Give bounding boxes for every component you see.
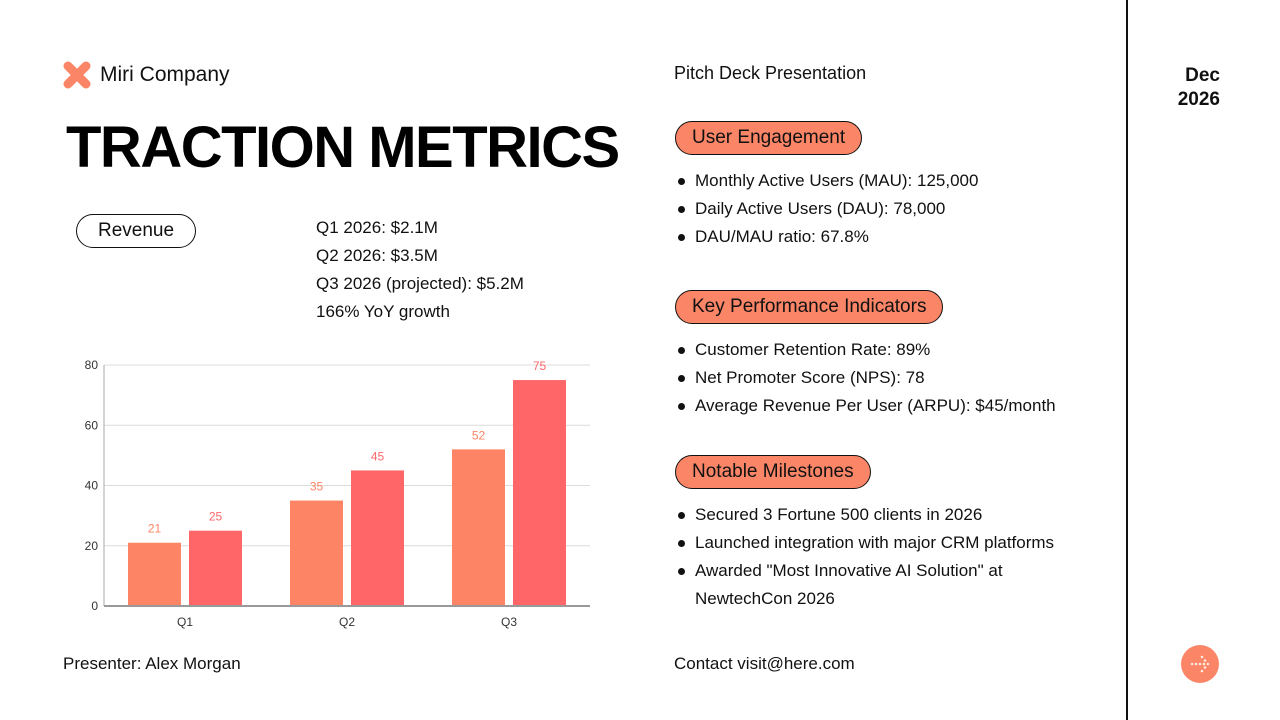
bar bbox=[128, 542, 181, 606]
brand-logo: Miri Company bbox=[62, 60, 230, 90]
bar bbox=[513, 380, 566, 606]
list-item: Average Revenue Per User (ARPU): $45/mon… bbox=[676, 392, 1056, 420]
slide-title: TRACTION METRICS bbox=[66, 115, 620, 180]
date-month: Dec bbox=[1185, 65, 1220, 86]
slide-date: Dec 2026 bbox=[1150, 64, 1220, 112]
x-tick-label: Q2 bbox=[339, 615, 355, 629]
bar-value-label: 35 bbox=[310, 480, 324, 494]
x-tick-label: Q3 bbox=[501, 615, 517, 629]
contact-info: Contact visit@here.com bbox=[674, 654, 855, 673]
revenue-item: Q3 2026 (projected): $5.2M bbox=[316, 274, 524, 293]
company-name: Miri Company bbox=[100, 63, 230, 86]
revenue-item: 166% YoY growth bbox=[316, 302, 450, 321]
x-cross-logo-icon bbox=[63, 61, 91, 89]
deck-subtitle: Pitch Deck Presentation bbox=[674, 63, 867, 83]
revenue-bar-chart: 0 20 40 60 80 21 25 Q1 35 45 Q2 52 75 Q3 bbox=[85, 358, 590, 629]
revenue-label: Revenue bbox=[76, 214, 196, 248]
revenue-item: Q1 2026: $2.1M bbox=[316, 218, 438, 237]
revenue-item: Q2 2026: $3.5M bbox=[316, 246, 438, 265]
next-slide-button[interactable] bbox=[1181, 645, 1219, 683]
list-item: Net Promoter Score (NPS): 78 bbox=[676, 364, 1056, 392]
date-year: 2026 bbox=[1177, 89, 1220, 110]
user-engagement-list: Monthly Active Users (MAU): 125,000 Dail… bbox=[676, 167, 978, 251]
section-pill-kpi: Key Performance Indicators bbox=[675, 290, 944, 324]
y-tick-label: 60 bbox=[85, 418, 99, 432]
bar bbox=[452, 449, 505, 606]
presenter-name: Presenter: Alex Morgan bbox=[63, 654, 241, 673]
x-tick-label: Q1 bbox=[177, 615, 193, 629]
section-pill-user-engagement: User Engagement bbox=[675, 121, 863, 155]
bar-value-label: 75 bbox=[533, 359, 547, 373]
list-item: Awarded "Most Innovative AI Solution" at… bbox=[676, 557, 1055, 613]
divider-line bbox=[1126, 0, 1128, 720]
kpi-list: Customer Retention Rate: 89% Net Promote… bbox=[676, 336, 1056, 420]
bar bbox=[290, 500, 343, 606]
list-item: Customer Retention Rate: 89% bbox=[676, 336, 1056, 364]
bar-value-label: 21 bbox=[148, 522, 162, 536]
list-item: Secured 3 Fortune 500 clients in 2026 bbox=[676, 501, 1096, 529]
bar-value-label: 45 bbox=[371, 449, 385, 463]
list-item: Daily Active Users (DAU): 78,000 bbox=[676, 195, 978, 223]
y-tick-label: 20 bbox=[85, 539, 99, 553]
bar bbox=[351, 470, 404, 606]
section-pill-milestones: Notable Milestones bbox=[675, 455, 871, 489]
bar bbox=[189, 530, 242, 606]
list-item: Monthly Active Users (MAU): 125,000 bbox=[676, 167, 978, 195]
revenue-list: Q1 2026: $2.1M Q2 2026: $3.5M Q3 2026 (p… bbox=[316, 214, 524, 326]
list-item: DAU/MAU ratio: 67.8% bbox=[676, 223, 978, 251]
y-tick-label: 80 bbox=[85, 358, 99, 372]
list-item: Launched integration with major CRM plat… bbox=[676, 529, 1096, 557]
y-tick-label: 40 bbox=[85, 479, 99, 493]
bar-value-label: 25 bbox=[209, 510, 223, 524]
y-tick-label: 0 bbox=[91, 599, 98, 613]
bar-value-label: 52 bbox=[472, 428, 486, 442]
arrow-right-dotted-icon bbox=[1190, 655, 1210, 673]
milestones-list: Secured 3 Fortune 500 clients in 2026 La… bbox=[676, 501, 1096, 613]
